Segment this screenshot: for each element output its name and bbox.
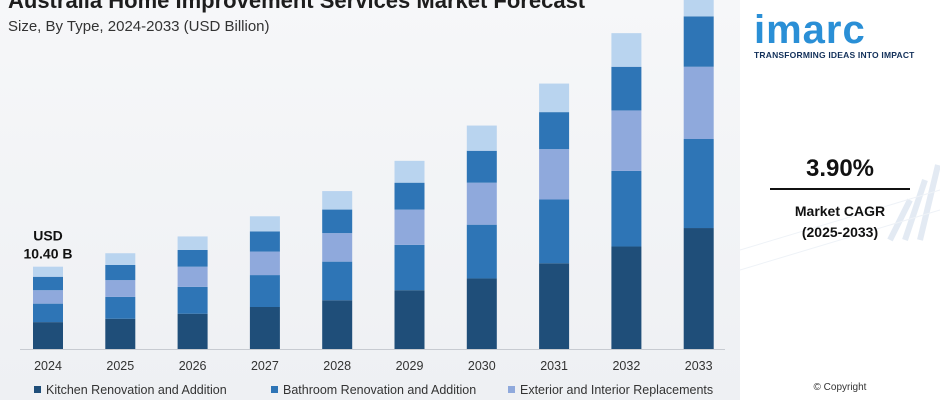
stacked-bar-chart: 2024 2025 2026 2027 2028 2029 2030 2031 2032 2033… xyxy=(20,0,725,373)
legend-label-exterior: Exterior and Interior Replacements xyxy=(520,383,714,397)
annotation-2024-currency: USD xyxy=(33,228,63,244)
chart-area: Australia Home Improvement Services Mark… xyxy=(0,0,740,400)
bar-segment-2033-series-0 xyxy=(683,228,714,349)
x-tick-label-2032: 2032 xyxy=(612,359,640,373)
annotation-2024-value: 10.40 B xyxy=(23,246,72,262)
bar-segment-2030-series-4 xyxy=(466,125,497,151)
bar-segment-2029-series-4 xyxy=(394,160,425,183)
bar-segment-2031-series-0 xyxy=(539,263,570,349)
bar-segment-2024-series-4 xyxy=(33,266,63,277)
bar-segment-2030-series-0 xyxy=(466,278,497,349)
bar-segment-2031-series-1 xyxy=(539,199,570,264)
bar-segment-2026-series-0 xyxy=(177,313,208,349)
cagr-label: Market CAGR xyxy=(794,203,886,219)
legend-label-kitchen: Kitchen Renovation and Addition xyxy=(46,383,227,397)
bar-segment-2032-series-3 xyxy=(611,66,642,111)
bar-segment-2029-series-2 xyxy=(394,209,425,245)
legend-item-exterior: Exterior and Interior Replacements xyxy=(508,383,713,397)
bar-segment-2031-series-3 xyxy=(539,112,570,150)
bar-segment-2025-series-3 xyxy=(105,265,136,281)
legend-item-kitchen: Kitchen Renovation and Addition xyxy=(34,383,227,397)
cagr-period: (2025-2033) xyxy=(801,224,879,240)
legend-label-bathroom: Bathroom Renovation and Addition xyxy=(283,383,477,397)
bar-segment-2026-series-1 xyxy=(177,286,208,314)
legend-item-bathroom: Bathroom Renovation and Addition xyxy=(271,383,476,397)
x-tick-label-2025: 2025 xyxy=(106,359,134,373)
bar-segment-2033-series-3 xyxy=(683,16,714,67)
bar-segment-2032-series-2 xyxy=(611,110,642,171)
bar-segment-2029-series-1 xyxy=(394,244,425,291)
bar-segment-2031-series-2 xyxy=(539,149,570,200)
bar-segment-2033-series-4 xyxy=(683,0,714,17)
bar-segment-2027-series-0 xyxy=(249,307,280,349)
legend-swatch-bathroom xyxy=(271,386,278,393)
bar-segment-2028-series-3 xyxy=(322,209,353,234)
bar-segment-2028-series-2 xyxy=(322,233,353,262)
x-tick-label-2028: 2028 xyxy=(323,359,351,373)
bar-segment-2033-series-2 xyxy=(683,66,714,139)
bar-segment-2025-series-0 xyxy=(105,318,136,349)
bar-segment-2032-series-4 xyxy=(611,33,642,67)
bar-segment-2028-series-0 xyxy=(322,300,353,349)
bar-segment-2027-series-2 xyxy=(249,251,280,276)
bar-segment-2024-series-3 xyxy=(33,276,63,291)
legend-swatch-exterior xyxy=(508,386,515,393)
bar-segment-2029-series-3 xyxy=(394,182,425,210)
bar-segment-2030-series-1 xyxy=(466,224,497,279)
bar-segment-2029-series-0 xyxy=(394,290,425,349)
bar-segment-2025-series-4 xyxy=(105,253,136,265)
legend-swatch-kitchen xyxy=(34,386,41,393)
bar-segment-2024-series-2 xyxy=(33,290,63,304)
x-tick-label-2026: 2026 xyxy=(179,359,207,373)
bar-segment-2026-series-3 xyxy=(177,249,208,267)
bar-segment-2031-series-4 xyxy=(539,83,570,113)
bar-segment-2024-series-0 xyxy=(33,322,63,349)
bar-segment-2028-series-1 xyxy=(322,261,353,301)
bar-segment-2033-series-1 xyxy=(683,139,714,229)
x-tick-label-2033: 2033 xyxy=(685,359,713,373)
sidebar-panel: imarc TRANSFORMING IDEAS INTO IMPACT 3.9… xyxy=(740,0,940,400)
cagr-divider xyxy=(770,188,910,190)
cagr-value: 3.90% xyxy=(805,155,875,182)
chart-title: Australia Home Improvement Services Mark… xyxy=(8,0,586,13)
copyright-text: © Copyright xyxy=(813,382,867,393)
x-tick-label-2027: 2027 xyxy=(251,359,279,373)
x-tick-label-2024: 2024 xyxy=(34,359,62,373)
bar-segment-2028-series-4 xyxy=(322,191,353,210)
bar-segment-2024-series-1 xyxy=(33,303,63,323)
bar-segment-2032-series-0 xyxy=(611,246,642,349)
bar-segment-2026-series-2 xyxy=(177,266,208,287)
bar-segment-2025-series-2 xyxy=(105,280,136,297)
bar-segment-2025-series-1 xyxy=(105,296,136,319)
bar-segment-2027-series-3 xyxy=(249,231,280,252)
background-decoration xyxy=(740,164,940,271)
imarc-logo: imarc xyxy=(754,8,866,52)
x-tick-label-2029: 2029 xyxy=(396,359,424,373)
bar-segment-2030-series-3 xyxy=(466,150,497,183)
x-tick-label-2031: 2031 xyxy=(540,359,568,373)
bar-segment-2027-series-4 xyxy=(249,216,280,232)
logo-tagline: TRANSFORMING IDEAS INTO IMPACT xyxy=(754,50,915,60)
bar-segment-2027-series-1 xyxy=(249,275,280,307)
bar-segment-2032-series-1 xyxy=(611,170,642,247)
bar-segment-2026-series-4 xyxy=(177,236,208,250)
chart-subtitle: Size, By Type, 2024-2033 (USD Billion) xyxy=(8,18,270,35)
x-tick-label-2030: 2030 xyxy=(468,359,496,373)
bar-segment-2030-series-2 xyxy=(466,182,497,225)
